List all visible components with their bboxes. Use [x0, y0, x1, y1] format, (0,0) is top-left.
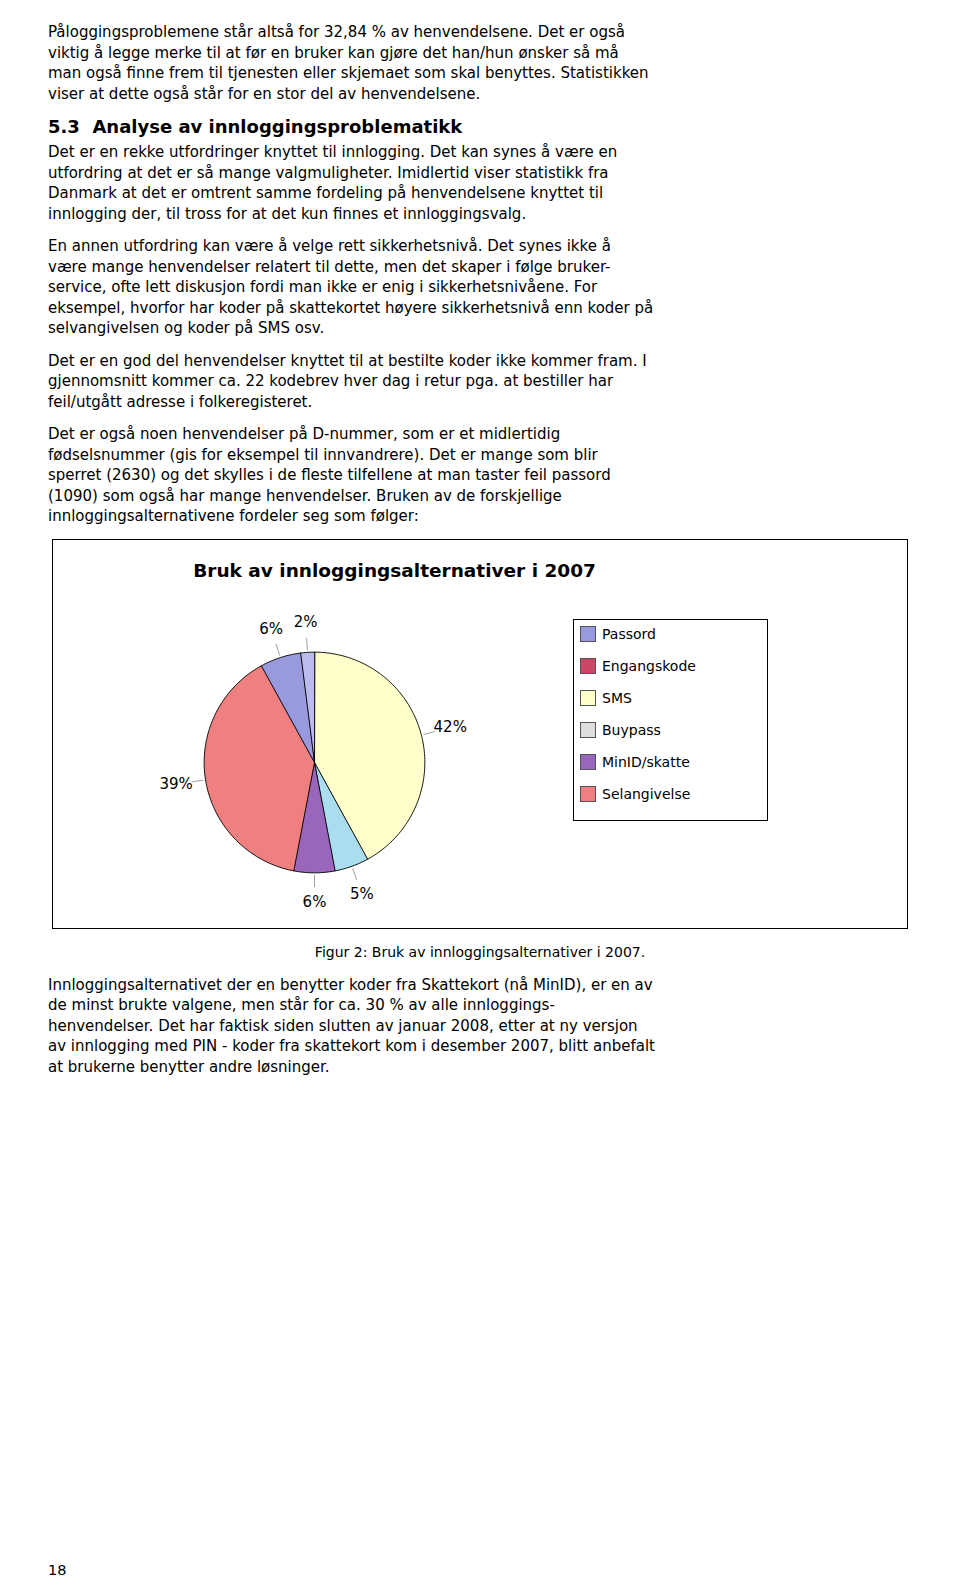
html-text:Det er en rekke utfordringer k: Det er en rekke utfordringer knyttet til…	[48, 143, 618, 161]
html-text:18: 18	[48, 1562, 67, 1578]
html-text:fødselsnummer (gis for eksempe: fødselsnummer (gis for eksempel til innv…	[48, 445, 598, 464]
html-text:MinID/skatte: MinID/skatte	[602, 753, 690, 770]
html-text:Engangskode: Engangskode	[602, 657, 696, 674]
html-text:feil/utgått adresse i folkereg: feil/utgått adresse i folkeregisteret.	[48, 392, 313, 411]
html-text:Buypass: Buypass	[602, 721, 661, 738]
html-text:eksempel, hvorfor har koder på: eksempel, hvorfor har koder på skattekor…	[48, 298, 654, 317]
html-text:de minst brukte valgene, men s: de minst brukte valgene, men står for ca…	[48, 996, 555, 1014]
html-text:utfordring at det er så mange: utfordring at det er så mange valgmuligh…	[48, 163, 609, 182]
html-text:gjennomsnitt kommer ca. 22 kod: gjennomsnitt kommer ca. 22 kodebrev hver…	[48, 372, 614, 390]
html-text:at brukerne benytter andre løs: at brukerne benytter andre løsninger.	[48, 1057, 330, 1076]
html-text:5.3 Analyse av innloggingsprob: 5.3 Analyse av innloggingsproblematikk	[48, 116, 463, 137]
svg-text:5%: 5%	[350, 885, 374, 903]
html-text:viser at dette også står for e: viser at dette også står for en stor del…	[48, 84, 481, 103]
html-text:av innlogging med PIN - koder: av innlogging med PIN - koder fra skatte…	[48, 1037, 655, 1055]
html-text:være mange henvendelser relate: være mange henvendelser relatert til det…	[48, 257, 611, 276]
html-text:sperret (2630) og det skylles: sperret (2630) og det skylles i de flest…	[48, 466, 611, 484]
svg-text:6%: 6%	[303, 893, 327, 911]
html-text:Danmark at det er omtrent samm: Danmark at det er omtrent samme fordelin…	[48, 184, 604, 202]
html-text:Påloggingsproblemene står alts: Påloggingsproblemene står altså for 32,8…	[48, 23, 625, 41]
html-text:(1090) som også har mange henv: (1090) som også har mange henvendelser. …	[48, 486, 562, 505]
html-text:Bruk av innloggingsalternative: Bruk av innloggingsalternativer i 2007	[193, 559, 596, 581]
html-text:Selangivelse: Selangivelse	[602, 785, 691, 802]
svg-text:2%: 2%	[294, 613, 318, 631]
html-text:henvendelser. Det har faktisk: henvendelser. Det har faktisk siden slut…	[48, 1016, 638, 1035]
html-text:SMS: SMS	[602, 689, 632, 706]
html-text:Innloggingsalternativet der en: Innloggingsalternativet der en benytter …	[48, 975, 653, 994]
html-text:innlogging der, til tross for: innlogging der, til tross for at det kun…	[48, 204, 527, 223]
html-text:Figur 2: Bruk av innloggingsal: Figur 2: Bruk av innloggingsalternativer…	[314, 943, 646, 960]
html-text:En annen utfordring kan være å: En annen utfordring kan være å velge ret…	[48, 237, 611, 255]
svg-text:6%: 6%	[259, 620, 283, 638]
html-text:selvangivelsen og koder på SMS: selvangivelsen og koder på SMS osv.	[48, 319, 325, 337]
html-text:service, ofte lett diskusjon f: service, ofte lett diskusjon fordi man i…	[48, 278, 598, 296]
html-text:viktig å legge merke til at fø: viktig å legge merke til at før en bruke…	[48, 43, 619, 62]
html-text:man også finne frem til tjenes: man også finne frem til tjenesten eller …	[48, 64, 649, 82]
svg-text:42%: 42%	[434, 718, 467, 736]
svg-text:39%: 39%	[159, 775, 192, 793]
html-text:Det er også noen henvendelser: Det er også noen henvendelser på D-numme…	[48, 425, 561, 443]
html-text:Det er en god del henvendelser: Det er en god del henvendelser knyttet t…	[48, 351, 647, 370]
html-text:Passord: Passord	[602, 625, 656, 642]
html-text:innloggingsalternativene forde: innloggingsalternativene fordeler seg so…	[48, 507, 419, 525]
